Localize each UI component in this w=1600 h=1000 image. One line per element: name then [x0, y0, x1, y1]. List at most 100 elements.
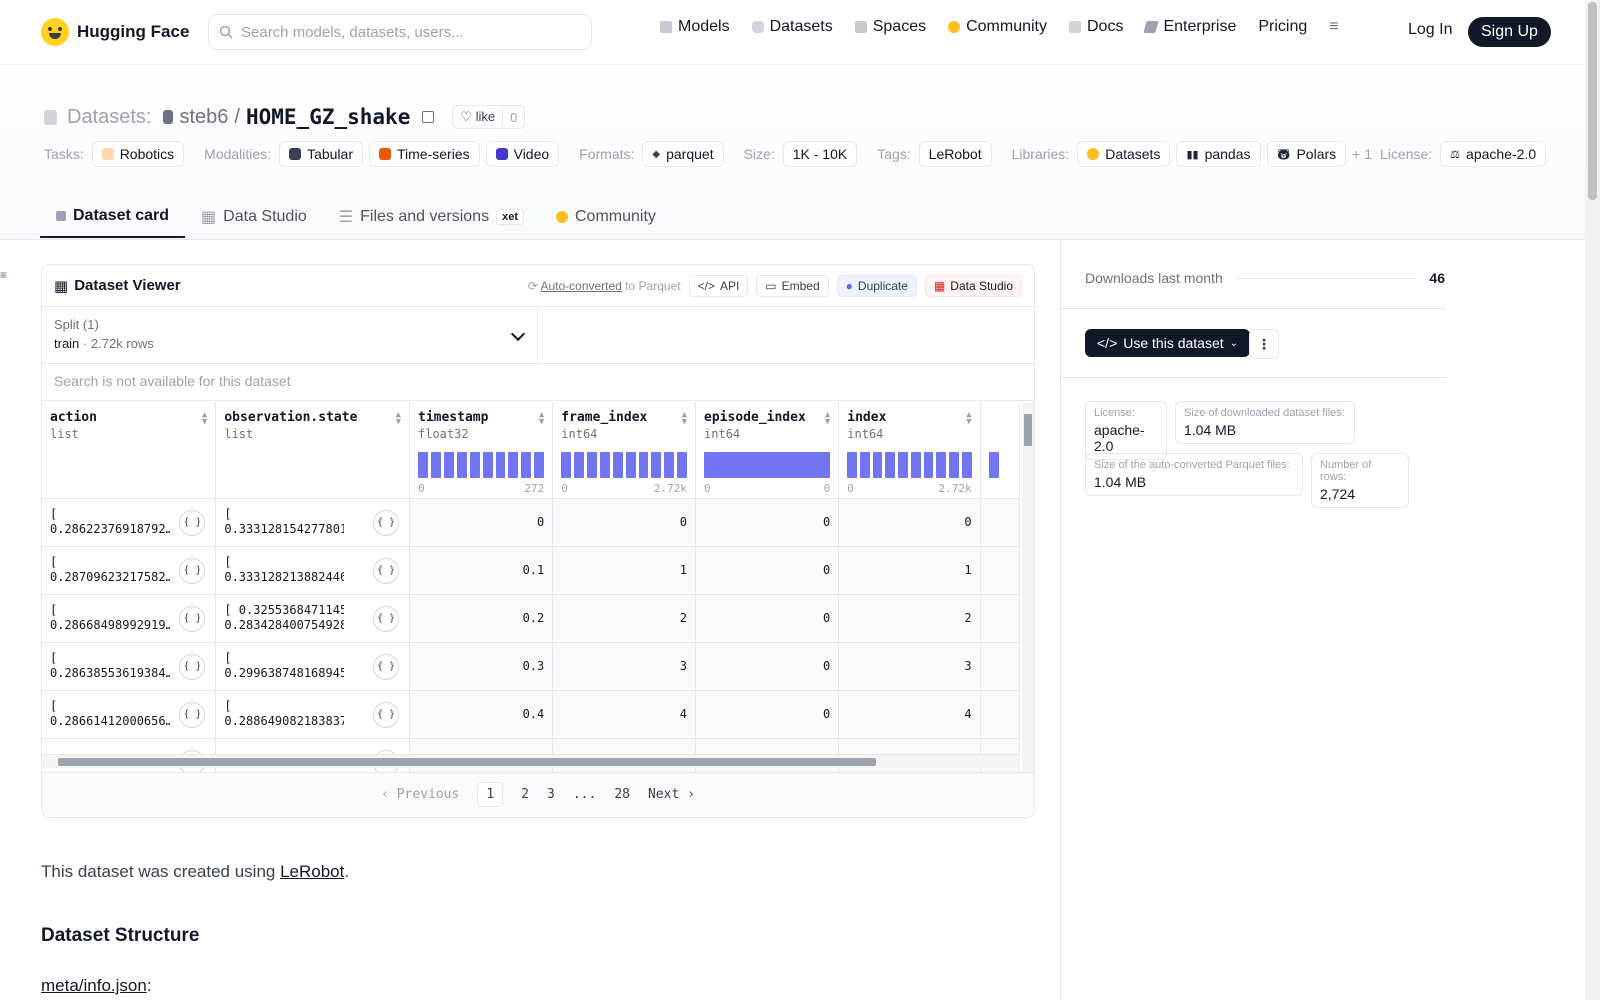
table-row[interactable]: [ 0.28709623217582…{ }[ 0.33312821388244…: [42, 546, 1020, 595]
cell-observation-state[interactable]: [ 0.325536847114563, 0.2834284007549286,…: [215, 594, 410, 643]
expand-json-icon[interactable]: { }: [179, 509, 206, 536]
cell-frame-index[interactable]: 2: [552, 594, 697, 643]
cell-timestamp[interactable]: 0.3: [409, 642, 554, 691]
page-1-button[interactable]: 1: [477, 782, 504, 807]
table-row[interactable]: [ 0.28668498992919… { } [ 0.32553684711456…: [42, 594, 1020, 643]
table-row[interactable]: [ 0.28638553619384…{ }[ 0.29963874816894…: [42, 642, 1020, 691]
histogram[interactable]: [561, 452, 688, 478]
cell-frame-index[interactable]: 3: [552, 642, 697, 691]
grid-horizontal-scrollbar[interactable]: [42, 754, 1020, 768]
tab-data-studio[interactable]: ▦ Data Studio: [185, 196, 323, 238]
cell-episode-index[interactable]: 0: [695, 594, 840, 643]
more-libraries[interactable]: + 1: [1352, 146, 1373, 162]
cell-partial[interactable]: [980, 594, 1020, 643]
nav-community[interactable]: Community: [948, 18, 1047, 36]
nav-datasets[interactable]: Datasets: [751, 18, 833, 36]
expand-json-icon[interactable]: { }: [179, 701, 206, 728]
cell-observation-state[interactable]: [ 0.3331282138824463,… { }: [215, 546, 410, 595]
cell-timestamp[interactable]: 0.4: [409, 690, 554, 739]
sort-icon[interactable]: ▲ ▼: [681, 410, 688, 427]
tag-parquet[interactable]: ◆ parquet: [642, 141, 724, 167]
cell-action[interactable]: [ 0.28709623217582… { }: [42, 546, 217, 595]
meta-info-link[interactable]: meta/info.json: [41, 976, 147, 995]
owner-link[interactable]: steb6: [179, 105, 229, 128]
lerobot-link[interactable]: LeRobot: [280, 862, 345, 881]
column-header-timestamp[interactable]: timestamp float32 ▲ ▼ 0 272: [409, 402, 554, 499]
cell-index[interactable]: 3: [838, 642, 981, 691]
page-scrollbar[interactable]: [1585, 0, 1600, 1000]
cell-frame-index[interactable]: 0: [552, 498, 697, 547]
column-header-partial[interactable]: [980, 402, 1020, 499]
cell-action[interactable]: [ 0.28661412000656… { }: [42, 690, 217, 739]
next-page-button[interactable]: Next ›: [647, 787, 695, 802]
column-header-index[interactable]: index int64 ▲ ▼ 0 2.72k: [838, 402, 981, 499]
expand-json-icon[interactable]: { }: [373, 509, 399, 536]
tag-lerobot[interactable]: LeRobot: [918, 141, 992, 167]
tag-license[interactable]: ⚖ apache-2.0: [1440, 141, 1547, 167]
cell-index[interactable]: 1: [838, 546, 981, 595]
like-button[interactable]: ♡ like 0: [452, 105, 526, 129]
nav-docs[interactable]: Docs: [1069, 18, 1123, 36]
nav-enterprise[interactable]: Enterprise: [1143, 18, 1236, 36]
cell-partial[interactable]: [980, 642, 1020, 691]
more-options-icon[interactable]: ⋮: [1249, 329, 1279, 359]
nav-menu[interactable]: ≡: [1329, 18, 1338, 36]
scroll-thumb[interactable]: [58, 758, 876, 766]
expand-json-icon[interactable]: { }: [373, 653, 399, 680]
tag-timeseries[interactable]: Time-series: [369, 141, 480, 167]
cell-observation-state[interactable]: [ 0.2996387481689453,… { }: [215, 642, 410, 691]
histogram[interactable]: [704, 452, 831, 478]
nav-spaces[interactable]: Spaces: [854, 18, 926, 36]
table-row[interactable]: [ 0.28661412000656…{ }[ 0.28864908218383…: [42, 690, 1020, 739]
sort-icon[interactable]: ▲ ▼: [395, 410, 401, 427]
nav-pricing[interactable]: Pricing: [1258, 18, 1307, 36]
search-input[interactable]: [241, 23, 571, 41]
tab-community[interactable]: Community: [540, 196, 672, 238]
search-box[interactable]: [208, 14, 592, 50]
api-button[interactable]: </> API: [688, 274, 749, 297]
expand-json-icon[interactable]: { }: [373, 605, 399, 632]
signup-button[interactable]: Sign Up: [1468, 17, 1551, 47]
autoconverted-link[interactable]: Auto-converted: [540, 278, 622, 293]
sort-icon[interactable]: ▲ ▼: [824, 410, 831, 427]
split-select[interactable]: Split (1) train · 2.72k rows: [42, 307, 538, 363]
prev-page-button[interactable]: ‹ Previous: [381, 787, 460, 802]
table-row[interactable]: [ 0.28622376918792…{ }[ 0.33312815427780…: [42, 498, 1020, 547]
cell-partial[interactable]: [980, 546, 1020, 595]
cell-index[interactable]: 2: [838, 594, 981, 643]
sort-icon[interactable]: ▲ ▼: [201, 410, 208, 427]
cell-timestamp[interactable]: 0.2: [409, 594, 554, 643]
tag-datasets-lib[interactable]: Datasets: [1077, 141, 1171, 167]
login-link[interactable]: Log In: [1408, 21, 1453, 38]
scroll-thumb[interactable]: [1588, 2, 1597, 200]
cell-timestamp[interactable]: 0.1: [409, 546, 554, 595]
column-header-frame-index[interactable]: frame_index int64 ▲ ▼ 0 2.72k: [552, 402, 697, 499]
cell-timestamp[interactable]: 0: [409, 498, 554, 547]
cell-episode-index[interactable]: 0: [695, 642, 840, 691]
copy-icon[interactable]: [422, 111, 435, 123]
datasets-prefix[interactable]: Datasets:: [67, 105, 152, 128]
tag-video[interactable]: Video: [485, 141, 560, 167]
tag-polars[interactable]: 🐻︎ Polars: [1266, 141, 1347, 167]
repo-name[interactable]: HOME_GZ_shake: [245, 105, 411, 129]
grid-vertical-scrollbar[interactable]: [1022, 402, 1034, 772]
page-3-button[interactable]: 3: [547, 787, 555, 802]
sort-icon[interactable]: ▲ ▼: [966, 410, 972, 427]
use-this-dataset-button[interactable]: </> Use this dataset ⌄: [1085, 329, 1251, 357]
data-studio-button[interactable]: ▦ Data Studio: [924, 274, 1022, 297]
cell-index[interactable]: 0: [838, 498, 981, 547]
cell-action[interactable]: [ 0.28622376918792… { }: [42, 498, 217, 547]
expand-json-icon[interactable]: { }: [373, 701, 399, 728]
cell-episode-index[interactable]: 0: [695, 690, 840, 739]
page-28-button[interactable]: 28: [614, 787, 630, 802]
tab-dataset-card[interactable]: Dataset card: [40, 196, 186, 238]
cell-episode-index[interactable]: 0: [695, 498, 840, 547]
cell-partial[interactable]: [980, 690, 1020, 739]
cell-action[interactable]: [ 0.28638553619384… { }: [42, 642, 217, 691]
column-header-observation-state[interactable]: observation.state list ▲ ▼: [215, 402, 410, 499]
tag-size[interactable]: 1K - 10K: [782, 141, 858, 167]
embed-button[interactable]: ▭ Embed: [756, 274, 829, 297]
scroll-thumb[interactable]: [1024, 414, 1032, 446]
tab-files[interactable]: ☰ Files and versions xet: [323, 196, 540, 238]
